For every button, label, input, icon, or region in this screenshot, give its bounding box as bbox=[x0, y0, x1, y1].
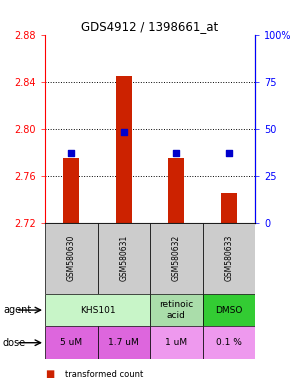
Point bbox=[122, 129, 126, 136]
Text: 5 uM: 5 uM bbox=[60, 338, 82, 347]
Text: KHS101: KHS101 bbox=[80, 306, 115, 314]
Bar bbox=[116, 76, 132, 223]
Bar bbox=[150, 326, 203, 359]
Bar bbox=[203, 294, 255, 326]
Bar bbox=[150, 294, 203, 326]
Text: 1 uM: 1 uM bbox=[165, 338, 187, 347]
Text: GSM580631: GSM580631 bbox=[119, 235, 128, 281]
Point bbox=[69, 150, 74, 156]
Text: 0.1 %: 0.1 % bbox=[216, 338, 242, 347]
Text: ■: ■ bbox=[45, 369, 54, 379]
Bar bbox=[221, 193, 237, 223]
Text: dose: dose bbox=[3, 338, 26, 348]
Bar bbox=[97, 223, 150, 294]
Bar bbox=[45, 294, 150, 326]
Text: retinoic
acid: retinoic acid bbox=[159, 300, 193, 320]
Title: GDS4912 / 1398661_at: GDS4912 / 1398661_at bbox=[81, 20, 219, 33]
Point bbox=[226, 150, 231, 156]
Text: GSM580630: GSM580630 bbox=[67, 235, 76, 281]
Bar bbox=[203, 326, 255, 359]
Bar bbox=[45, 223, 97, 294]
Bar bbox=[97, 326, 150, 359]
Text: GSM580633: GSM580633 bbox=[224, 235, 233, 281]
Text: transformed count: transformed count bbox=[65, 370, 144, 379]
Text: agent: agent bbox=[3, 305, 31, 315]
Text: DMSO: DMSO bbox=[215, 306, 243, 314]
Point bbox=[174, 150, 179, 156]
Text: GSM580632: GSM580632 bbox=[172, 235, 181, 281]
Text: 1.7 uM: 1.7 uM bbox=[108, 338, 139, 347]
Bar bbox=[203, 223, 255, 294]
Bar bbox=[63, 158, 79, 223]
Bar bbox=[45, 326, 97, 359]
Bar bbox=[168, 158, 184, 223]
Bar bbox=[150, 223, 203, 294]
